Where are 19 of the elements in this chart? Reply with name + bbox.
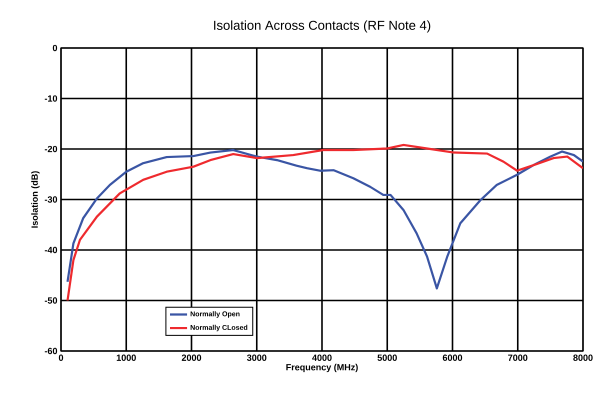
y-tick-label: -10 [44,95,58,102]
y-tick-label: -30 [44,196,58,203]
y-tick-label: -40 [44,246,58,254]
x-tick-label: 8000 [573,354,593,361]
x-tick-label: 1000 [116,354,136,361]
y-axis-title: Isolation (dB) [31,171,40,228]
x-tick-label: 7000 [508,354,528,361]
x-tick-label: 2000 [182,354,202,361]
y-tick-label: 0 [52,44,58,52]
x-tick-label: 0 [58,354,64,361]
x-tick-label: 6000 [442,354,462,361]
y-tick-label: -50 [44,297,58,304]
y-tick-label: -60 [44,348,58,354]
x-tick-label: 3000 [246,354,266,361]
chart-title: Isolation Across Contacts (RF Note 4) [214,20,430,32]
x-axis-title: Frequency (MHz) [286,364,358,372]
y-tick-label: -20 [44,146,58,152]
x-tick-label: 4000 [312,354,332,361]
x-tick-label: 5000 [378,354,397,361]
